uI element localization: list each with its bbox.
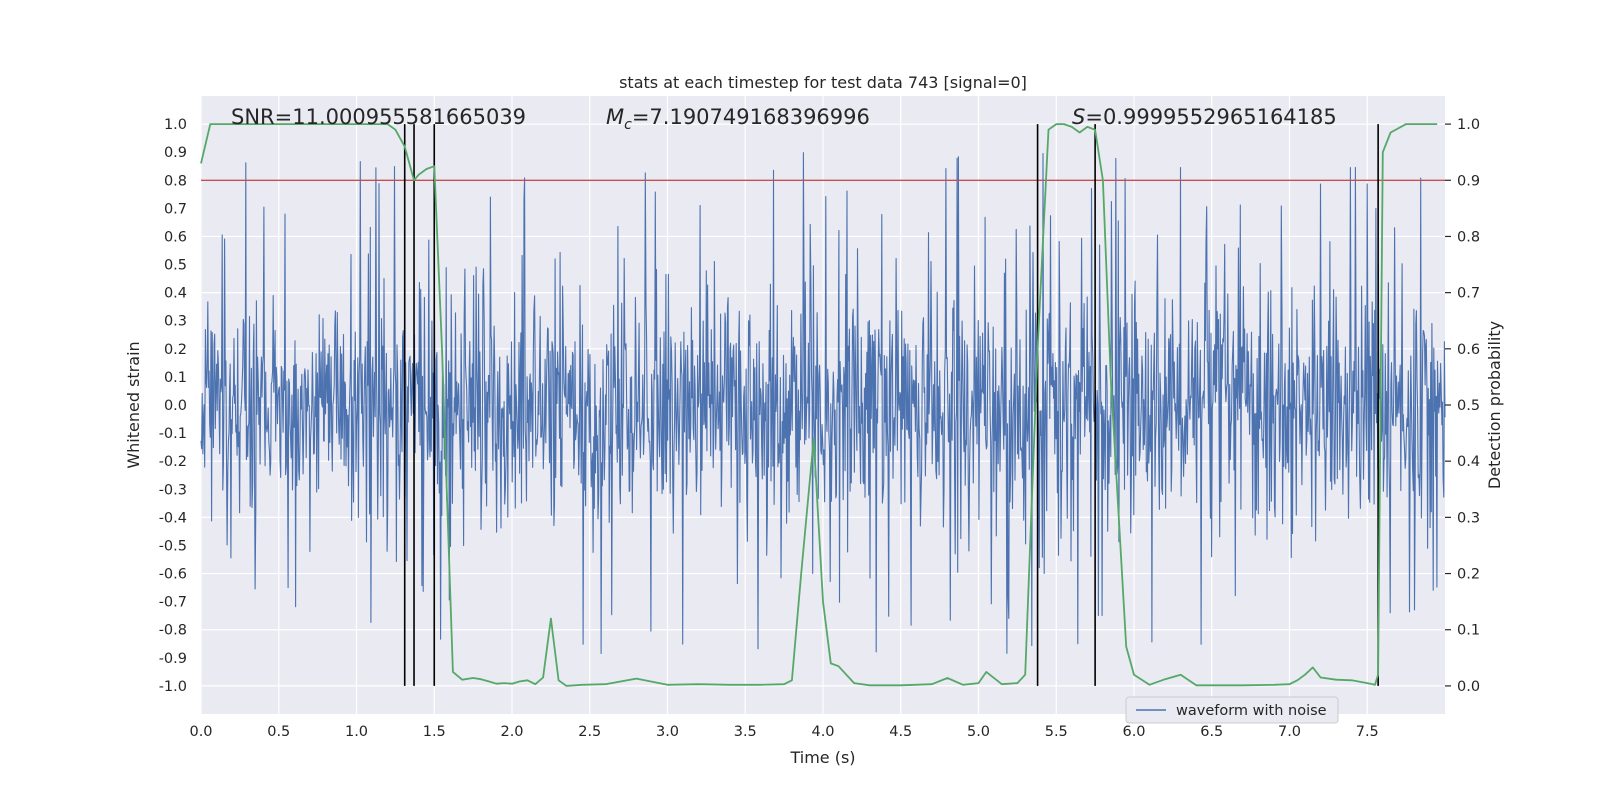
y-tick-label: 0.5 — [164, 258, 187, 274]
y-tick-label: -0.6 — [159, 567, 187, 583]
x-tick-label: 4.0 — [811, 724, 834, 740]
y-tick-label: -0.3 — [159, 482, 187, 498]
chirp-mass-annotation: Mc=7.190749168396996 — [606, 105, 870, 133]
x-tick-label: 2.0 — [500, 724, 523, 740]
y-tick-label: -0.5 — [159, 538, 187, 554]
x-tick-label: 2.5 — [578, 724, 601, 740]
y-tick-label: 0.3 — [164, 314, 187, 330]
y-tick-label: -1.0 — [159, 679, 187, 695]
x-tick-label: 1.5 — [423, 724, 446, 740]
y-right-tick-label: 0.3 — [1457, 510, 1480, 526]
y-tick-label: 1.0 — [164, 117, 187, 133]
s-symbol: S — [1072, 105, 1085, 129]
x-tick-label: 3.5 — [734, 724, 757, 740]
y-right-tick-label: 0.7 — [1457, 286, 1480, 302]
s-value: =0.9999552965164185 — [1085, 105, 1336, 129]
x-tick-label: 4.5 — [889, 724, 912, 740]
x-tick-label: 6.5 — [1200, 724, 1223, 740]
y-tick-label: 0.6 — [164, 229, 187, 245]
y-axis-right-ticks: 1.0 0.9 0.8 0.7 0.6 0.5 0.4 0.3 0.2 0.1 0.0 — [1445, 117, 1480, 695]
y-tick-label: -0.4 — [159, 510, 187, 526]
chirp-mass-subscript: c — [624, 117, 632, 133]
y-tick-label: 0.1 — [164, 370, 187, 386]
x-tick-label: 0.0 — [189, 724, 212, 740]
y-tick-label: 0.9 — [164, 145, 187, 161]
y-right-tick-label: 0.2 — [1457, 567, 1480, 583]
y-tick-label: 0.0 — [164, 398, 187, 414]
detection-probability-line — [200, 123, 1438, 687]
y-tick-label: 0.2 — [164, 342, 187, 358]
y-tick-label: -0.8 — [159, 623, 187, 639]
x-tick-label: 1.0 — [345, 724, 368, 740]
legend-box — [1125, 696, 1339, 724]
waveform-with-noise-line — [200, 152, 1446, 655]
y-tick-label: -0.7 — [159, 595, 187, 611]
legend-label-waveform: waveform with noise — [1176, 703, 1327, 719]
x-tick-label: 5.5 — [1045, 724, 1068, 740]
y-right-tick-label: 0.8 — [1457, 229, 1480, 245]
y-right-tick-label: 0.1 — [1457, 623, 1480, 639]
x-tick-label: 6.0 — [1122, 724, 1145, 740]
y-tick-label: 0.7 — [164, 201, 187, 217]
y-axis-title: Whitened strain — [124, 341, 143, 468]
detection-probability-series — [200, 123, 1438, 687]
y-right-tick-label: 0.4 — [1457, 454, 1480, 470]
y-tick-label: -0.2 — [159, 454, 187, 470]
x-tick-label: 7.0 — [1278, 724, 1301, 740]
y-right-tick-label: 0.9 — [1457, 173, 1480, 189]
chirp-mass-value: =7.190749168396996 — [632, 105, 870, 129]
waveform-with-noise-series — [200, 152, 1446, 655]
x-tick-label: 5.0 — [967, 724, 990, 740]
y-tick-label: -0.9 — [159, 651, 187, 667]
x-tick-label: 7.5 — [1356, 724, 1379, 740]
y-tick-label: 0.8 — [164, 173, 187, 189]
s-annotation: S=0.9999552965164185 — [1072, 105, 1337, 129]
chart-title: stats at each timestep for test data 743… — [619, 73, 1027, 92]
chirp-mass-symbol: M — [606, 105, 624, 129]
x-axis-title: Time (s) — [789, 748, 855, 767]
x-tick-label: 3.0 — [656, 724, 679, 740]
y-axis-right-title: Detection probability — [1485, 321, 1504, 489]
x-tick-label: 0.5 — [267, 724, 290, 740]
y-right-tick-label: 0.6 — [1457, 342, 1480, 358]
snr-annotation: SNR=11.000955581665039 — [231, 105, 526, 129]
y-right-tick-label: 1.0 — [1457, 117, 1480, 133]
y-tick-label: 0.4 — [164, 286, 187, 302]
y-right-tick-label: 0.5 — [1457, 398, 1480, 414]
legend: waveform with noise — [1125, 696, 1339, 724]
y-right-tick-label: 0.0 — [1457, 679, 1480, 695]
y-axis-left-ticks: 1.0 0.9 0.8 0.7 0.6 0.5 0.4 0.3 0.2 0.1 0.0 -0.1 -0.… — [159, 117, 187, 695]
y-tick-label: -0.1 — [159, 426, 187, 442]
x-axis-ticks: 0.0 0.5 1.0 1.5 2.0 2.5 3.0 3.5 4.0 4.5 5.0 5.5 6.0 6… — [189, 724, 1378, 740]
